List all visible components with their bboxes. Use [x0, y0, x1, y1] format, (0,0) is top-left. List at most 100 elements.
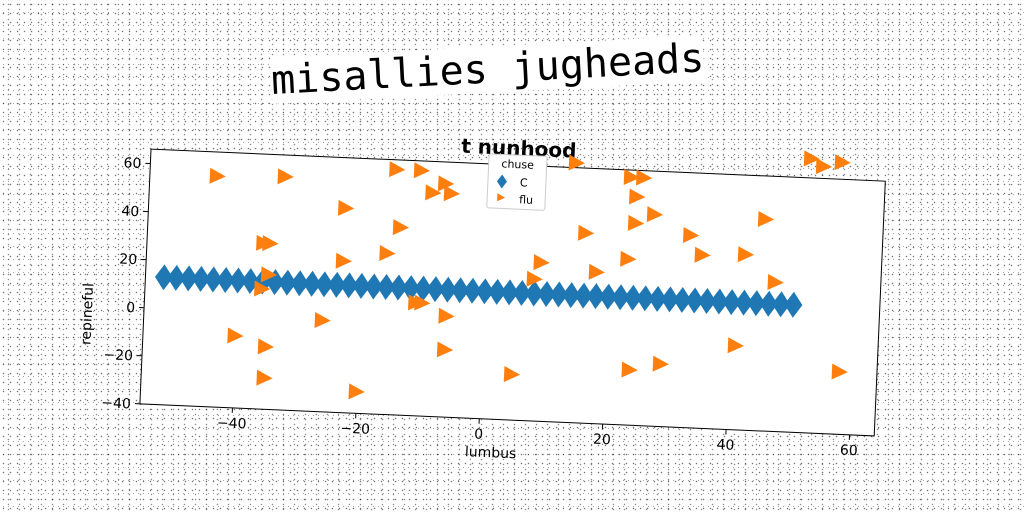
y-tick-label: 60 — [123, 155, 142, 172]
data-point-C — [327, 271, 346, 298]
x-tick-label: 0 — [474, 426, 484, 442]
series-flu — [209, 150, 851, 400]
data-point-flu — [314, 312, 331, 329]
data-point-C — [722, 289, 741, 316]
data-point-C — [451, 277, 470, 304]
data-point-flu — [277, 168, 294, 185]
data-point-flu — [834, 154, 851, 171]
data-point-flu — [379, 245, 396, 261]
x-tick-label: 40 — [716, 437, 735, 454]
data-point-flu — [623, 168, 641, 185]
legend-marker-flu — [497, 193, 506, 202]
x-tick-label: −40 — [217, 415, 247, 432]
data-point-C — [636, 285, 655, 312]
data-point-flu — [646, 206, 664, 223]
data-point-C — [500, 279, 519, 306]
data-point-flu — [588, 263, 605, 280]
data-point-flu — [348, 383, 365, 400]
data-point-C — [648, 285, 667, 312]
y-axis-label: repineful — [78, 283, 97, 346]
data-point-flu — [413, 162, 431, 179]
x-tick-label: 20 — [593, 432, 612, 449]
data-point-flu — [682, 226, 700, 243]
data-point-flu — [803, 150, 821, 167]
legend-label-flu: flu — [519, 193, 533, 207]
x-tick-label: −20 — [340, 421, 370, 438]
data-point-C — [438, 276, 457, 303]
data-point-C — [389, 274, 408, 301]
data-point-C — [525, 280, 544, 307]
data-point-C — [463, 277, 482, 304]
data-point-flu — [392, 219, 410, 236]
y-tick-label: −40 — [101, 395, 131, 412]
data-point-C — [697, 288, 716, 314]
legend-title: chuse — [501, 157, 534, 171]
data-point-C — [685, 287, 704, 314]
data-point-C — [426, 276, 445, 303]
data-point-C — [401, 275, 420, 302]
data-point-flu — [526, 270, 543, 287]
data-point-flu — [437, 175, 455, 192]
data-point-flu — [727, 337, 744, 354]
data-point-flu — [694, 246, 711, 263]
data-point-C — [562, 282, 581, 309]
legend-label-C: C — [520, 176, 529, 189]
y-tick-label: −20 — [103, 347, 133, 364]
data-point-flu — [335, 252, 352, 269]
data-point-flu — [815, 158, 833, 175]
data-point-flu — [257, 338, 275, 355]
data-point-C — [488, 278, 507, 305]
data-point-flu — [533, 254, 550, 271]
data-point-flu — [436, 341, 454, 358]
data-point-flu — [503, 366, 521, 383]
data-point-flu — [209, 167, 226, 184]
data-point-flu — [629, 188, 646, 205]
data-point-C — [229, 267, 248, 294]
data-point-flu — [627, 214, 645, 231]
data-point-C — [512, 279, 531, 306]
y-tick-label: 40 — [121, 203, 140, 220]
data-point-flu — [568, 154, 585, 171]
data-point-C — [537, 281, 556, 307]
data-point-C — [167, 264, 186, 291]
data-point-C — [784, 291, 803, 318]
data-point-C — [611, 284, 630, 311]
data-point-flu — [443, 185, 461, 202]
data-point-C — [241, 268, 260, 295]
data-point-C — [710, 288, 729, 315]
data-point-C — [475, 278, 494, 305]
data-point-C — [340, 272, 359, 299]
data-point-C — [414, 275, 433, 302]
data-point-C — [204, 266, 223, 293]
data-point-C — [586, 283, 605, 310]
data-point-C — [747, 290, 766, 317]
data-point-C — [216, 267, 235, 293]
data-point-C — [303, 270, 322, 297]
data-point-C — [266, 269, 285, 296]
plot-area: t nunhood−40 −20 0 20 40 60−40−200204060lumbu… — [78, 134, 886, 462]
data-point-flu — [425, 184, 442, 201]
x-axis-label: lumbus — [465, 444, 517, 462]
data-point-flu — [621, 361, 638, 378]
data-point-flu — [407, 294, 425, 311]
data-point-C — [574, 282, 593, 309]
data-point-C — [599, 283, 618, 310]
data-point-flu — [260, 266, 278, 283]
data-point-C — [154, 264, 173, 291]
data-point-C — [192, 265, 210, 292]
data-point-flu — [227, 327, 244, 344]
data-point-C — [179, 265, 198, 292]
data-point-C — [549, 281, 568, 308]
data-point-C — [735, 289, 753, 316]
data-point-C — [660, 286, 679, 313]
data-point-flu — [262, 235, 279, 252]
data-point-flu — [652, 355, 669, 372]
data-point-flu — [438, 307, 455, 324]
data-point-C — [278, 269, 297, 296]
y-tick-label: 0 — [126, 300, 136, 316]
data-point-flu — [256, 369, 273, 386]
data-point-C — [377, 274, 396, 300]
